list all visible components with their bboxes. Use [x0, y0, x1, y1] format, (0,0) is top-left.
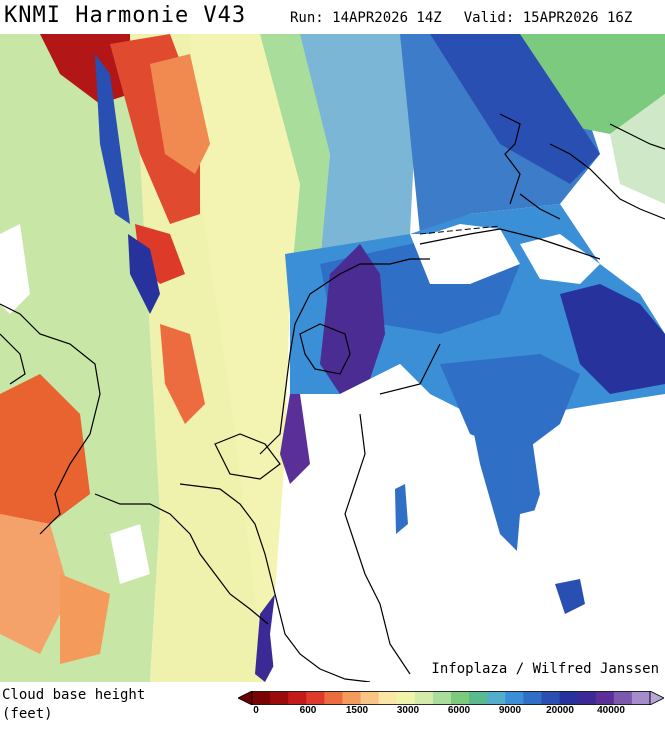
colorbar-cell	[541, 691, 560, 705]
legend-tick: 600	[299, 705, 317, 716]
legend-tick: 0	[253, 705, 259, 716]
colorbar-cell	[306, 691, 325, 705]
colorbar-cell	[396, 691, 416, 705]
legend-tick: 20000	[546, 705, 574, 716]
colorbar-cell	[360, 691, 380, 705]
legend-tick: 9000	[498, 705, 522, 716]
colorbar-cell	[378, 691, 398, 705]
colorbar-cell	[559, 691, 579, 705]
model-title: KNMI Harmonie V43	[4, 3, 247, 28]
colorbar-cell	[288, 691, 307, 705]
colorbar-cell	[414, 691, 434, 705]
legend-title-line1: Cloud base height	[2, 687, 146, 703]
header-bar: KNMI Harmonie V43 Run: 14APR2026 14Z Vali…	[0, 0, 665, 34]
colorbar-cell	[469, 691, 488, 705]
legend-tick: 40000	[597, 705, 625, 716]
run-info: Run: 14APR2026 14Z Valid: 15APR2026 16Z	[290, 9, 632, 27]
legend-title: Cloud base height (feet)	[2, 686, 145, 724]
colorbar-cell	[523, 691, 542, 705]
colorbar-cell	[613, 691, 633, 705]
colorbar-cell	[324, 691, 343, 705]
colorbar-cell	[487, 691, 506, 705]
legend-tick: 1500	[345, 705, 369, 716]
credit-text: Infoplaza / Wilfred Janssen	[431, 661, 659, 677]
valid-time: Valid: 15APR2026 16Z	[463, 10, 633, 26]
run-time: Run: 14APR2026 14Z	[290, 10, 442, 26]
map-canvas	[0, 34, 665, 682]
colorbar-cell	[631, 691, 651, 705]
colorbar-cell	[252, 691, 271, 705]
colorbar-cell	[577, 691, 597, 705]
colorbar	[238, 691, 664, 705]
legend-tick: 3000	[396, 705, 420, 716]
cloud-base-map[interactable]	[0, 34, 665, 682]
legend-ticks: 0 600 1500 3000 6000 9000 20000 40000	[0, 705, 665, 721]
legend-title-line2: (feet)	[2, 706, 53, 722]
colorbar-cell	[595, 691, 615, 705]
colorbar-cell	[270, 691, 289, 705]
legend-tick: 6000	[447, 705, 471, 716]
colorbar-cell	[505, 691, 524, 705]
colorbar-cell	[342, 691, 361, 705]
colorbar-cell	[451, 691, 470, 705]
colorbar-cell	[432, 691, 452, 705]
